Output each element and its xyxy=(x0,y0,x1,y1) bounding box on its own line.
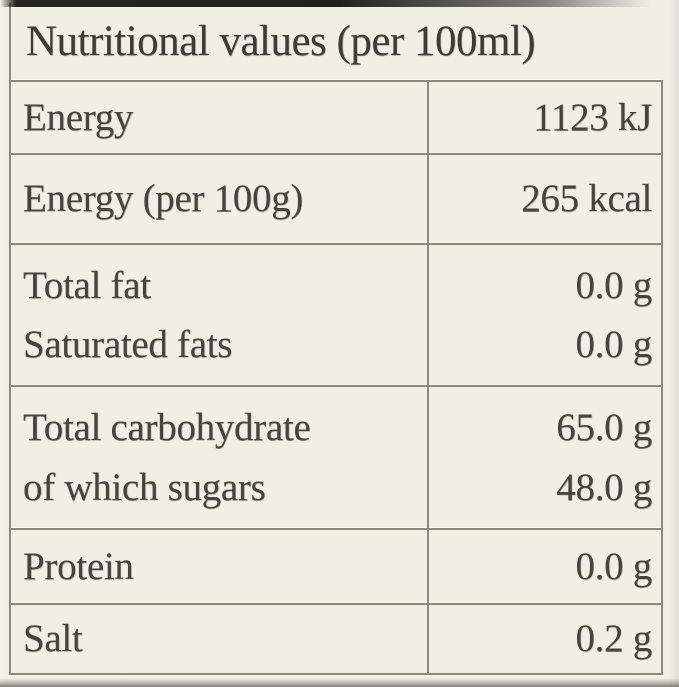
nutrient-name: Total carbohydrate xyxy=(23,406,311,450)
table-body: Energy 1123 kJ Energy (per 100g) 265 kca… xyxy=(9,80,663,675)
nutrient-value-cell: 0.0 g 0.0 g xyxy=(429,245,661,385)
nutrient-name: Energy xyxy=(23,95,134,139)
nutrient-value-cell: 1123 kJ xyxy=(429,82,661,153)
nutrient-value: 1123 kJ xyxy=(533,95,652,139)
table-row-energy-kj: Energy 1123 kJ xyxy=(11,80,661,153)
nutrition-table: Nutritional values (per 100ml) Energy 11… xyxy=(9,3,663,675)
nutrient-name-cell: Energy (per 100g) xyxy=(11,155,429,243)
nutrient-name-cell: Energy xyxy=(11,82,429,153)
nutrient-name-cell: Total fat Saturated fats xyxy=(11,245,429,385)
nutrient-value-subline: 48.0 g xyxy=(556,465,652,509)
nutrient-value-cell: 0.2 g xyxy=(429,605,661,673)
table-row-fat: Total fat Saturated fats 0.0 g 0.0 g xyxy=(11,243,661,385)
table-row-energy-kcal: Energy (per 100g) 265 kcal xyxy=(11,153,661,243)
nutrient-value: 0.2 g xyxy=(575,617,652,661)
nutrient-value-subline: 0.0 g xyxy=(575,323,652,366)
nutrient-name-cell: Salt xyxy=(11,605,429,673)
nutrient-name: Total fat xyxy=(23,263,151,307)
nutrient-value-cell: 265 kcal xyxy=(429,155,661,243)
nutrient-name-cell: Total carbohydrate of which sugars xyxy=(11,387,429,528)
label-bottom-edge xyxy=(0,678,679,687)
nutrient-name: Salt xyxy=(23,617,83,661)
nutrient-value-cell: 65.0 g 48.0 g xyxy=(429,387,661,528)
table-row-salt: Salt 0.2 g xyxy=(11,603,661,673)
table-row-protein: Protein 0.0 g xyxy=(11,528,661,603)
nutrient-value: 0.0 g xyxy=(575,263,652,307)
nutrient-name: Protein xyxy=(23,544,134,588)
nutrient-value-cell: 0.0 g xyxy=(429,530,661,603)
table-title: Nutritional values (per 100ml) xyxy=(26,18,536,65)
nutrient-name-subline: Saturated fats xyxy=(23,323,233,366)
nutrient-name-cell: Protein xyxy=(11,530,429,603)
table-row-carbohydrate: Total carbohydrate of which sugars 65.0 … xyxy=(11,385,661,528)
label-right-edge xyxy=(673,0,679,687)
nutrient-name: Energy (per 100g) xyxy=(23,177,304,221)
nutrient-value: 0.0 g xyxy=(575,544,652,588)
nutrient-value: 265 kcal xyxy=(521,177,652,221)
nutrient-value: 65.0 g xyxy=(556,406,652,450)
table-header-row: Nutritional values (per 100ml) xyxy=(9,3,663,80)
label-top-edge xyxy=(0,0,679,7)
nutrient-name-subline: of which sugars xyxy=(23,465,266,509)
